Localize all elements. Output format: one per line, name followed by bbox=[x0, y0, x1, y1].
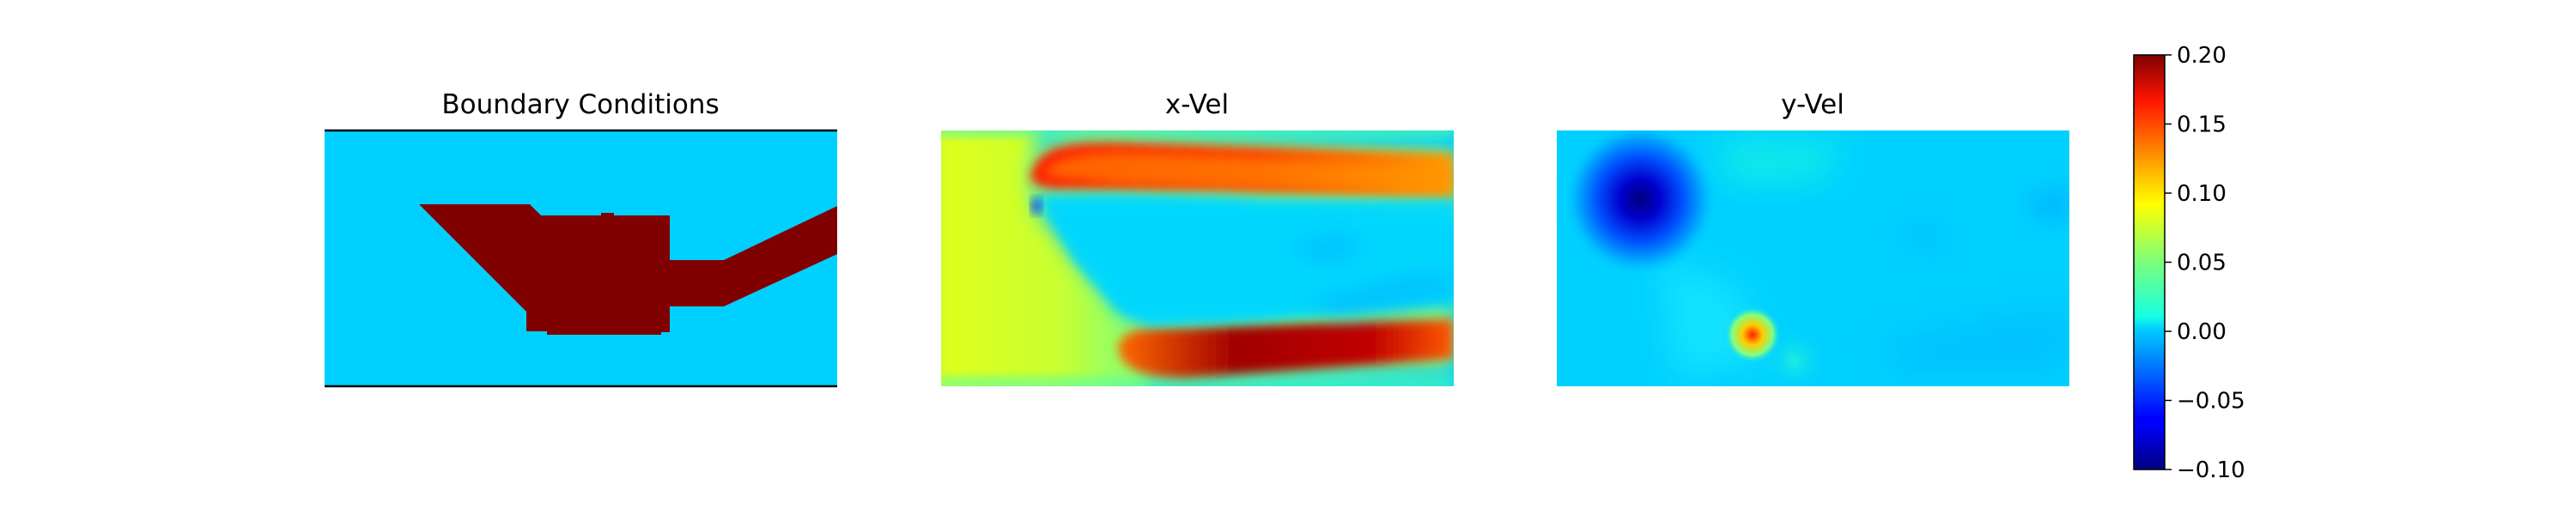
y-vel-vortex bbox=[1563, 130, 1717, 276]
panel-2-title: x-Vel bbox=[1165, 89, 1229, 120]
colorbar-tick-label: 0.00 bbox=[2177, 319, 2227, 345]
panel-x-vel: x-Vel bbox=[941, 89, 1454, 386]
colorbar-tick-label: 0.15 bbox=[2177, 112, 2227, 138]
colorbar-gradient bbox=[2133, 54, 2166, 470]
colorbar-tick-label: −0.05 bbox=[2177, 389, 2245, 415]
x-vel-inflow bbox=[941, 130, 1147, 386]
x-vel-bottom-jet bbox=[1118, 319, 1454, 378]
obstacle-shape bbox=[419, 204, 837, 335]
colorbar-tick-label: −0.10 bbox=[2177, 457, 2245, 483]
colorbar-tick-label: 0.20 bbox=[2177, 43, 2227, 69]
colorbar: 0.20 0.15 0.10 0.05 0.00 −0.05 −0.10 bbox=[2133, 43, 2245, 483]
panel-boundary-conditions: Boundary Conditions bbox=[325, 89, 837, 388]
colorbar-tick-label: 0.05 bbox=[2177, 251, 2227, 276]
panel-3-title: y-Vel bbox=[1781, 89, 1844, 120]
panel-1-title: Boundary Conditions bbox=[441, 89, 719, 120]
panel-y-vel: y-Vel bbox=[1557, 89, 2069, 386]
colorbar-tick-label: 0.10 bbox=[2177, 181, 2227, 207]
